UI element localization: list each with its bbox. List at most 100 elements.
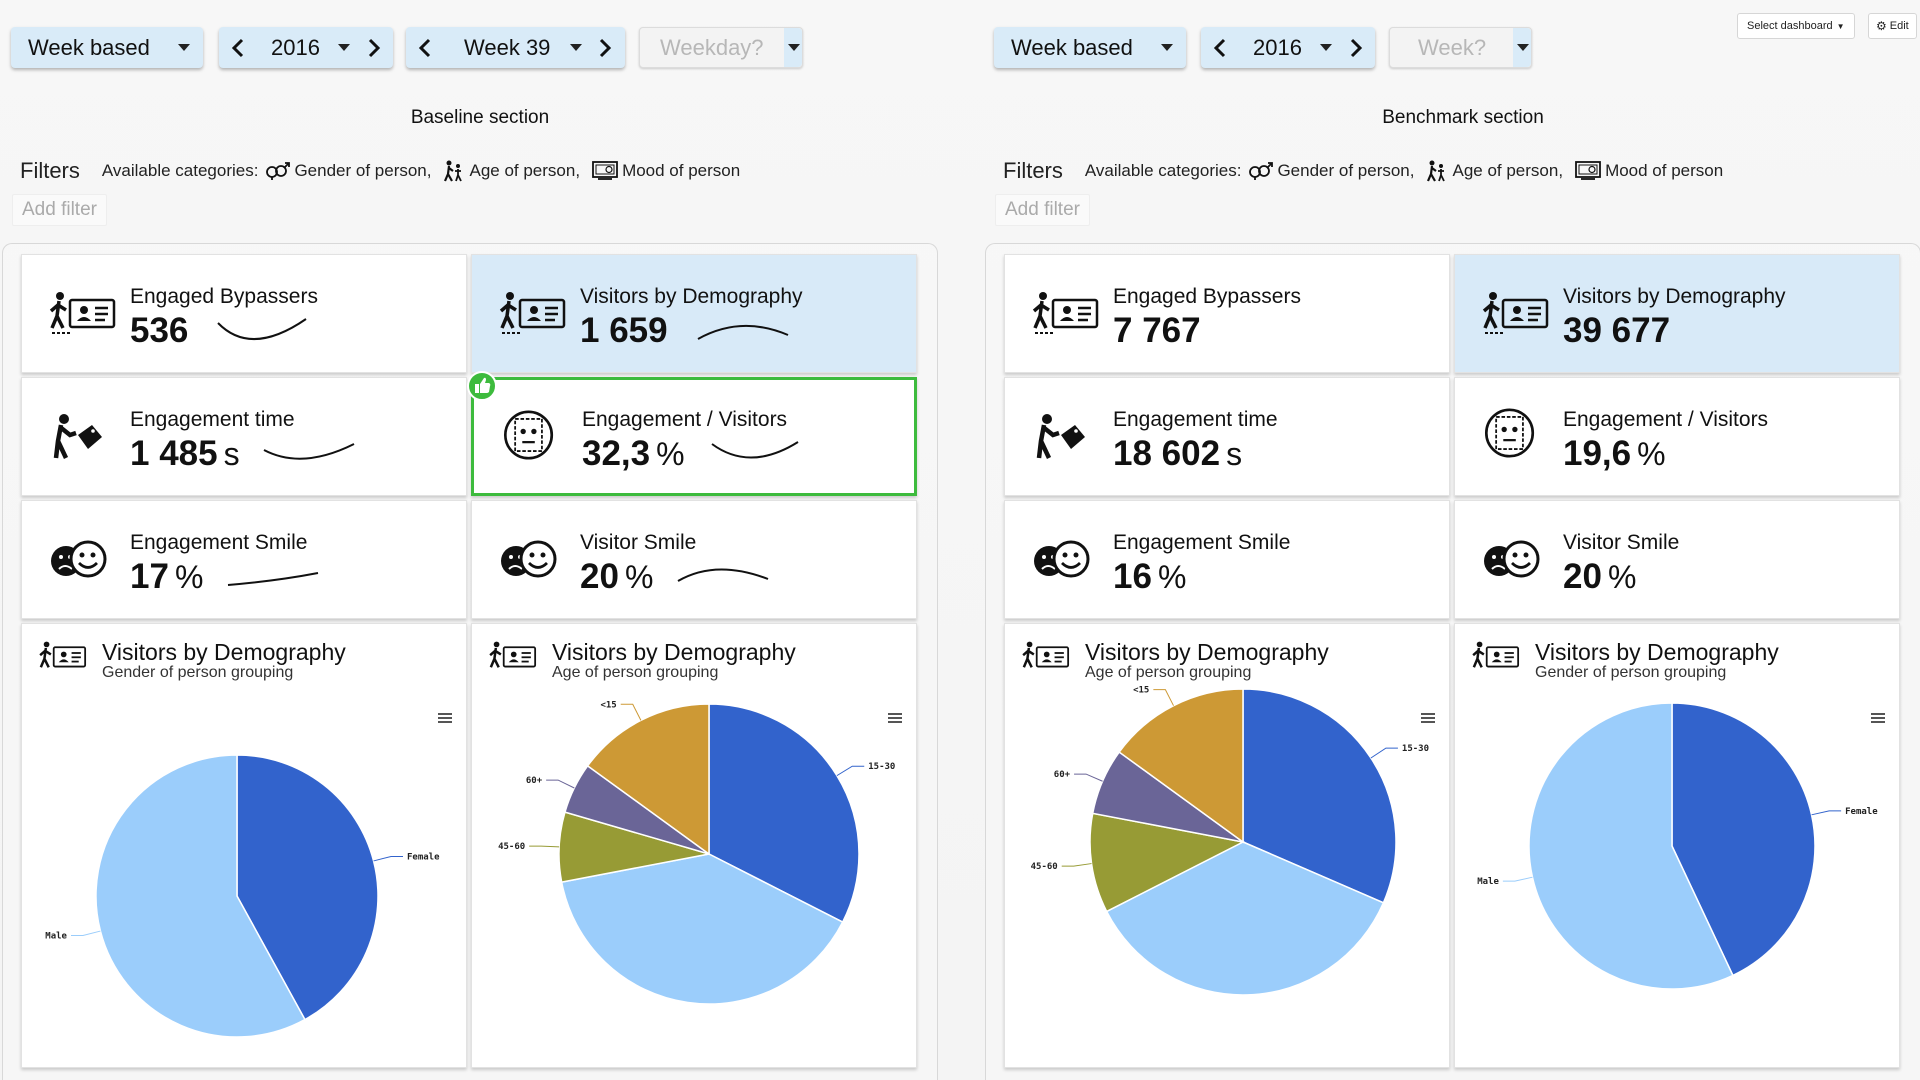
kpi-title: Engagement Smile xyxy=(130,531,308,554)
add-filter-button[interactable]: Add filter xyxy=(995,194,1090,226)
face-scan-icon xyxy=(1484,408,1535,458)
category-label: Mood of person xyxy=(622,161,741,180)
kpi-value: 17% xyxy=(130,557,204,596)
gender-icon xyxy=(266,162,291,180)
face-scan-icon xyxy=(503,410,554,460)
add-filter-button[interactable]: Add filter xyxy=(12,194,107,226)
chart-menu-icon[interactable] xyxy=(1421,713,1435,725)
chevron-right-icon[interactable] xyxy=(365,38,383,58)
chevron-left-icon[interactable] xyxy=(1211,38,1229,58)
category-label: Age of person, xyxy=(469,161,581,180)
pie-slice-15-30[interactable] xyxy=(708,703,860,924)
select-dashboard-label: Select dashboard xyxy=(1747,20,1833,32)
week-select-placeholder: Week? xyxy=(1418,34,1487,60)
section-title: Baseline section xyxy=(410,107,550,128)
kpi-title: Engaged Bypassers xyxy=(130,285,318,308)
caret-down-icon xyxy=(1517,44,1529,51)
category-gender[interactable]: Gender of person, xyxy=(1241,161,1414,181)
kpi-value: 19,6% xyxy=(1563,434,1666,473)
kpi-card-engaged-bypassers[interactable]: Engaged Bypassers 536 xyxy=(21,254,467,373)
age-pie-chart: 15-30 45-60 60+ <15 xyxy=(1031,686,1429,996)
caret-down-icon xyxy=(178,44,190,51)
year-select[interactable]: 2016 xyxy=(1201,27,1375,68)
mode-select[interactable]: Week based xyxy=(11,27,203,68)
chart-menu-icon[interactable] xyxy=(438,713,452,725)
trend-sparkline xyxy=(263,443,355,460)
chart-subtitle: Age of person grouping xyxy=(552,664,719,681)
mode-select[interactable]: Week based xyxy=(994,27,1186,68)
caret-down-icon xyxy=(338,44,350,51)
trend-sparkline xyxy=(711,441,799,459)
week-select[interactable]: Week? xyxy=(1389,27,1532,68)
edit-label: Edit xyxy=(1889,20,1909,32)
smiley-faces-icon xyxy=(501,540,557,578)
trend-sparkline xyxy=(697,325,789,340)
kpi-value: 20% xyxy=(1563,557,1637,596)
year-select-label: 2016 xyxy=(1253,34,1302,60)
year-select[interactable]: 2016 xyxy=(219,27,393,68)
kpi-card-visitors-by-demography[interactable]: Visitors by Demography 39 677 xyxy=(1454,254,1900,373)
kpi-title: Visitor Smile xyxy=(580,531,697,554)
category-gender[interactable]: Gender of person, xyxy=(258,161,431,181)
kpi-value: 18 602 s xyxy=(1113,434,1243,473)
kpi-title: Engaged Bypassers xyxy=(1113,285,1301,308)
kpi-card-engagement-smile[interactable]: Engagement Smile 16% xyxy=(1004,500,1450,619)
smiley-faces-icon xyxy=(51,540,107,578)
weekday-select[interactable]: Weekday? xyxy=(639,27,803,68)
kpi-card-visitor-smile[interactable]: Visitor Smile 20% xyxy=(471,500,917,619)
filters-row: Filters Available categories: Gender of … xyxy=(20,158,746,184)
trend-sparkline xyxy=(677,568,769,582)
pie-label-male: Male xyxy=(45,932,67,942)
chart-menu-icon[interactable] xyxy=(1871,713,1885,725)
pie-label-connector xyxy=(529,845,560,848)
chevron-left-icon[interactable] xyxy=(229,38,247,58)
kpi-card-engagement-visitors[interactable]: Engagement / Visitors 19,6% xyxy=(1454,377,1900,496)
kpi-title: Engagement time xyxy=(1113,408,1278,431)
kpi-value: 536 xyxy=(130,311,189,350)
mood-icon xyxy=(592,161,618,180)
edit-button[interactable]: ⚙ Edit xyxy=(1868,13,1917,39)
pie-label-15: <15 xyxy=(1133,686,1149,696)
chevron-right-icon[interactable] xyxy=(1347,38,1365,58)
pie-slice-15-30[interactable] xyxy=(1242,688,1397,904)
kpi-value: 1 659 xyxy=(580,311,668,350)
pie-label-45-60: 45-60 xyxy=(498,842,525,852)
filters-title: Filters xyxy=(1003,158,1063,183)
week-select[interactable]: Week 39 xyxy=(406,27,625,68)
pie-slice-light-blue[interactable] xyxy=(560,853,844,1005)
chart-subtitle: Gender of person grouping xyxy=(102,664,294,681)
trend-sparkline xyxy=(217,318,307,341)
kpi-card-engagement-time[interactable]: Engagement time 1 485 s xyxy=(21,377,467,496)
id-card-person-icon xyxy=(499,292,566,334)
category-age[interactable]: Age of person, xyxy=(437,160,580,182)
chevron-left-icon[interactable] xyxy=(416,38,434,58)
id-card-person-icon xyxy=(1472,641,1520,668)
caret-down-icon xyxy=(1320,44,1332,51)
available-categories-label: Available categories: xyxy=(1084,161,1242,180)
id-card-person-icon xyxy=(1022,641,1070,668)
pie-slice-female[interactable] xyxy=(236,754,379,1021)
kpi-card-engagement-visitors[interactable]: Engagement / Visitors 32,3% xyxy=(467,371,917,496)
chart-menu-icon[interactable] xyxy=(888,713,902,725)
kpi-card-visitor-smile[interactable]: Visitor Smile 20% xyxy=(1454,500,1900,619)
kpi-card-engaged-bypassers[interactable]: Engaged Bypassers 7 767 xyxy=(1004,254,1450,373)
kpi-card-engagement-smile[interactable]: Engagement Smile 17% xyxy=(21,500,467,619)
kpi-title: Visitors by Demography xyxy=(1563,285,1786,308)
kpi-title: Engagement time xyxy=(130,408,295,431)
category-mood[interactable]: Mood of person xyxy=(586,161,740,181)
week-select-label: Week 39 xyxy=(464,34,551,60)
kpi-card-engagement-time[interactable]: Engagement time 18 602 s xyxy=(1004,377,1450,496)
chevron-right-icon[interactable] xyxy=(596,38,614,58)
chart-title: Visitors by Demography xyxy=(1085,639,1329,665)
pie-slice-female[interactable] xyxy=(1671,702,1816,977)
available-categories-label: Available categories: xyxy=(101,161,259,180)
category-mood[interactable]: Mood of person xyxy=(1569,161,1723,181)
pie-slice-light-blue[interactable] xyxy=(1105,841,1385,996)
select-dashboard-dropdown[interactable]: Select dashboard ▼ xyxy=(1737,13,1855,39)
benchmark-section: Week based 2016 Week? Benchmark section … xyxy=(983,0,1920,1080)
category-age[interactable]: Age of person, xyxy=(1420,160,1563,182)
kpi-card-visitors-by-demography[interactable]: Visitors by Demography 1 659 xyxy=(471,254,917,373)
age-pie-chart: 15-30 45-60 60+ <15 xyxy=(498,700,895,1005)
kpi-title: Visitors by Demography xyxy=(580,285,803,308)
pie-label-female: Female xyxy=(407,852,440,862)
